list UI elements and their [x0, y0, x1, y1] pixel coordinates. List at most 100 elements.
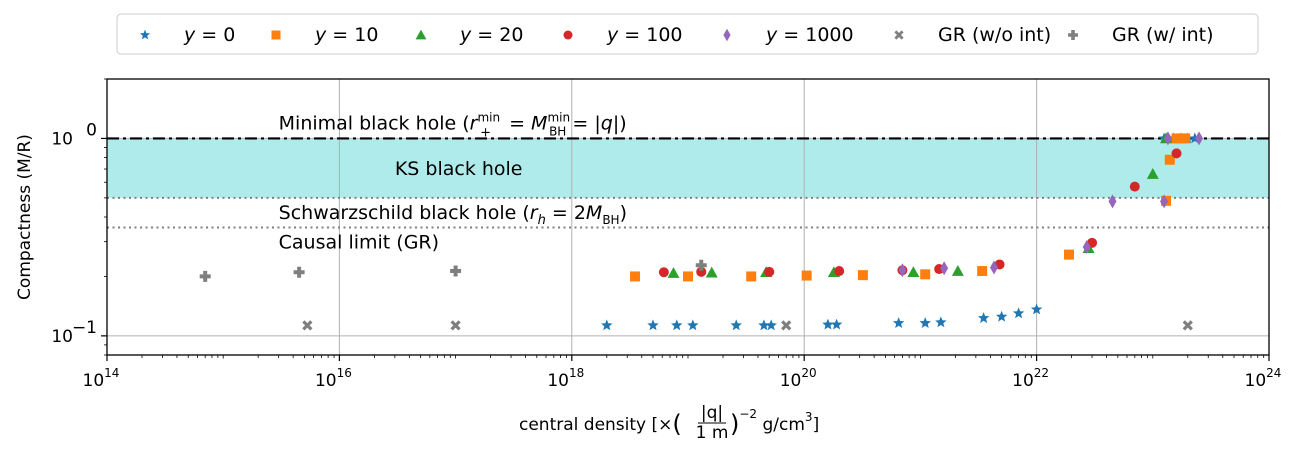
legend-label: y = 10 — [314, 24, 378, 46]
legend-marker — [139, 29, 151, 40]
data-point — [990, 260, 999, 275]
data-point — [1160, 194, 1169, 209]
data-point — [1129, 181, 1140, 192]
x-tick-label: 1014 — [83, 366, 120, 391]
data-point — [822, 318, 834, 330]
data-point — [977, 266, 988, 277]
data-point — [781, 320, 792, 331]
x-tick-label: 1016 — [315, 366, 352, 391]
x-axis-label: central density [×( — [519, 410, 682, 438]
data-point — [746, 271, 757, 282]
data-point — [1146, 168, 1159, 179]
data-point — [834, 266, 845, 277]
data-point — [199, 270, 211, 282]
series-y-1000 — [898, 131, 1204, 278]
data-point — [857, 270, 868, 281]
legend-marker — [1068, 30, 1078, 40]
data-point — [1180, 133, 1191, 144]
data-point — [601, 319, 613, 331]
data-point — [935, 316, 947, 328]
legend-item-y-1000: y = 1000 — [723, 24, 854, 46]
x-tick-label: 1020 — [780, 366, 817, 391]
y-tick-label: 10 — [51, 129, 73, 149]
x-label-tail: )−2 g/cm3] — [730, 407, 819, 438]
data-point — [892, 317, 905, 328]
legend-item-y-0: y = 0 — [139, 24, 235, 46]
data-point — [919, 317, 931, 328]
ks-band-label: KS black hole — [395, 158, 523, 180]
data-point — [302, 320, 313, 331]
data-point — [898, 263, 907, 278]
plot-area: Minimal black hole (rmin + = Mmin BH = |q|… — [107, 79, 1269, 355]
data-point — [687, 319, 699, 331]
series-gr-w-o-int- — [302, 320, 1193, 331]
y-tick-exp: 0 — [86, 120, 97, 140]
data-point — [801, 270, 812, 281]
data-point — [830, 318, 843, 330]
legend-label: y = 0 — [183, 24, 235, 46]
legend-item-gr-w-o-int-: GR (w/o int) — [894, 24, 1051, 46]
x-label-frac-num: |q| — [701, 403, 723, 423]
legend-label: GR (w/o int) — [938, 24, 1051, 46]
data-point — [951, 265, 964, 276]
data-point — [1082, 239, 1091, 254]
data-point — [907, 266, 920, 278]
series-y-0 — [601, 132, 1201, 331]
data-point — [1164, 154, 1175, 165]
legend-marker — [723, 28, 731, 42]
legend-marker — [563, 30, 573, 40]
data-point — [758, 319, 770, 331]
x-tick-label: 1022 — [1012, 366, 1049, 391]
causal-limit-label: Causal limit (GR) — [279, 231, 439, 253]
data-point — [683, 271, 693, 282]
data-point — [995, 310, 1008, 322]
y-tick-exp: −1 — [72, 318, 97, 338]
series-gr-w-int- — [199, 259, 707, 282]
minimal-bh-label: Minimal black hole (rmin + = Mmin BH = |q|… — [279, 110, 627, 140]
data-point — [1030, 303, 1043, 315]
legend-marker — [415, 29, 427, 40]
legend-item-gr-w-int-: GR (w/ int) — [1068, 24, 1214, 46]
data-point — [293, 266, 305, 278]
legend-item-y-20: y = 20 — [415, 24, 523, 46]
ks-band — [107, 138, 1269, 198]
data-point — [1189, 132, 1201, 144]
legend-label: y = 1000 — [765, 24, 854, 46]
legend-marker — [894, 30, 904, 40]
data-point — [696, 266, 707, 277]
y-axis-label: Compactness (M/R) — [15, 134, 35, 300]
data-point — [667, 267, 680, 278]
data-point — [1163, 131, 1172, 146]
x-tick-label: 1024 — [1245, 366, 1282, 391]
x-label-frac-den: 1 m — [696, 423, 729, 443]
legend-label: GR (w/ int) — [1112, 24, 1214, 46]
data-point — [977, 312, 990, 323]
data-point — [450, 265, 462, 277]
x-tick-label: 1018 — [547, 366, 584, 391]
data-point — [1108, 194, 1117, 209]
data-point — [940, 261, 949, 276]
data-point — [920, 269, 931, 280]
data-point — [695, 259, 707, 271]
legend: y = 0 y = 10 y = 20 y = 100 y = 1000 GR (w/o … — [116, 13, 1259, 55]
data-point — [764, 266, 775, 277]
data-point — [730, 319, 742, 331]
data-point — [705, 266, 718, 278]
data-point — [1012, 307, 1025, 319]
legend-marker — [271, 30, 281, 40]
data-point — [658, 267, 669, 278]
data-point — [671, 319, 683, 331]
legend-item-y-100: y = 100 — [563, 24, 683, 46]
data-point — [450, 320, 461, 331]
data-point — [647, 319, 659, 331]
data-point — [1195, 131, 1204, 146]
data-point — [765, 319, 777, 331]
legend-box — [116, 13, 1259, 55]
data-points — [199, 131, 1204, 331]
legend-item-y-10: y = 10 — [271, 24, 378, 46]
schwarzschild-label: Schwarzschild black hole (rh = 2MBH) — [279, 202, 627, 228]
data-point — [1063, 249, 1074, 260]
y-tick-label: 10 — [51, 327, 73, 347]
